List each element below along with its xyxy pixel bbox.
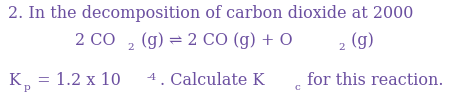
Text: c: c [295, 83, 300, 92]
Text: for this reaction.: for this reaction. [302, 72, 444, 89]
Text: 2 CO: 2 CO [75, 32, 115, 49]
Text: p: p [23, 83, 30, 92]
Text: 2: 2 [127, 43, 134, 52]
Text: -4: -4 [147, 73, 157, 82]
Text: . Calculate K: . Calculate K [160, 72, 264, 89]
Text: (g) ⇌ 2 CO (g) + O: (g) ⇌ 2 CO (g) + O [136, 32, 292, 49]
Text: = 1.2 x 10: = 1.2 x 10 [32, 72, 121, 89]
Text: K: K [8, 72, 20, 89]
Text: (g): (g) [346, 32, 374, 49]
Text: 2. In the decomposition of carbon dioxide at 2000: 2. In the decomposition of carbon dioxid… [8, 5, 414, 22]
Text: 2: 2 [338, 43, 344, 52]
